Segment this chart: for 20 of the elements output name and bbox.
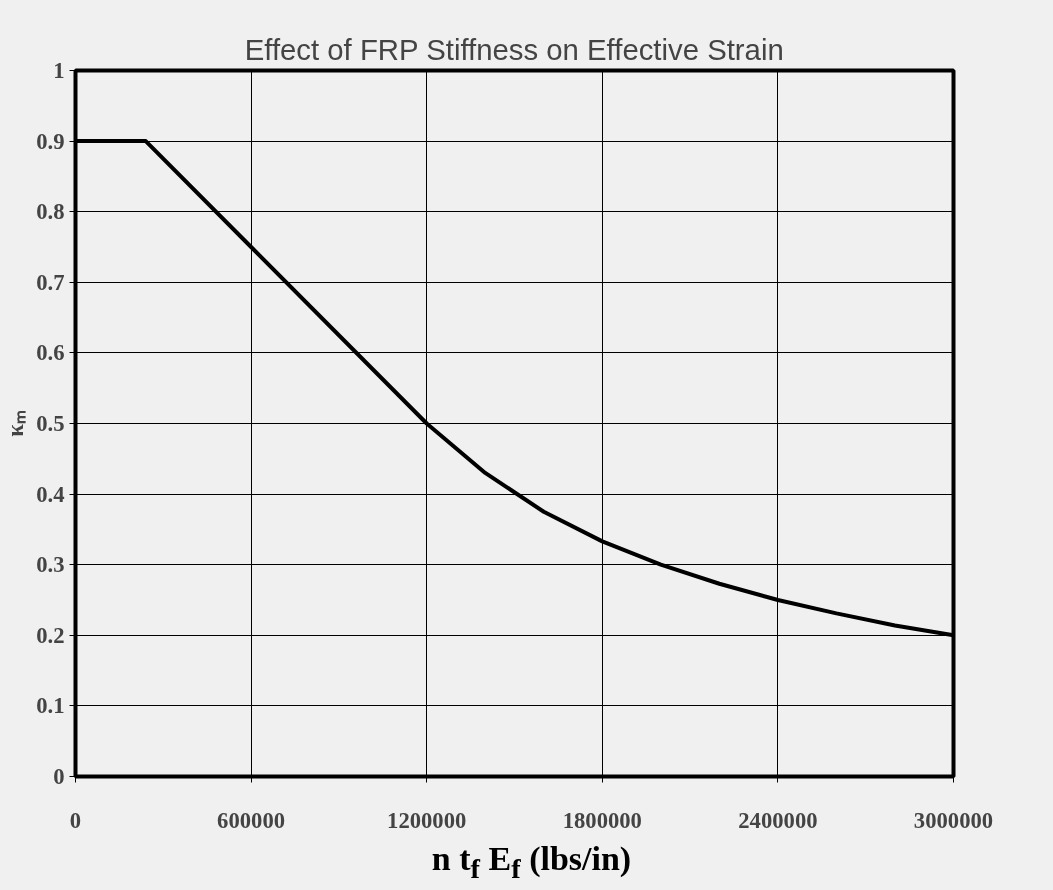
y-tick-label: 0.3 [36,552,65,578]
y-tick-label: 0.5 [36,411,65,436]
x-tick-label: 3000000 [913,807,994,833]
y-tick-label: 0.4 [36,481,65,507]
x-tick-label: 2400000 [738,807,818,833]
y-tick-label: 0.7 [36,269,65,295]
x-axis-title: n t$_{f}$ E$_{f}$ (lbs/in) [431,839,632,886]
y-tick-label: 0.6 [36,340,65,366]
x-tick-label: 600000 [217,807,286,833]
x-tick-label: 0 [69,807,82,833]
y-tick-label: 0.8 [36,199,65,225]
y-tick-label: 1 [53,58,65,83]
y-axis-title: κₘ [3,410,29,437]
x-tick-label: 1800000 [562,807,642,833]
y-tick-label: 0.9 [36,128,65,154]
y-tick-label: 0.1 [36,693,65,719]
y-tick-label: 0.2 [36,622,65,648]
y-tick-label: 0 [53,764,65,789]
x-tick-label: 1200000 [387,807,467,833]
chart-title: Effect of FRP Stiffness on Effective Strain [244,32,784,66]
